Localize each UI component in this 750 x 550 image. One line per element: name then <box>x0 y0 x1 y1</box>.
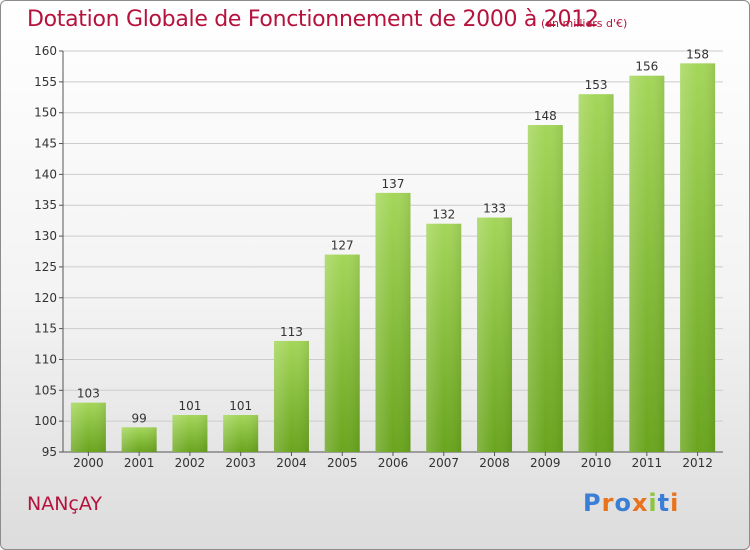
y-tick-label: 95 <box>42 445 57 459</box>
bar-shade <box>527 125 563 453</box>
bar-shade <box>375 192 411 452</box>
logo-letter: t <box>657 489 671 517</box>
bar-shade <box>273 340 309 452</box>
bar-shade <box>223 414 259 452</box>
x-tick-label: 2004 <box>276 456 307 470</box>
y-tick-label: 150 <box>34 106 57 120</box>
bar-shade <box>680 63 716 452</box>
y-tick-label: 130 <box>34 229 57 243</box>
x-tick-label: 2006 <box>378 456 409 470</box>
x-tick-label: 2009 <box>530 456 561 470</box>
data-label: 156 <box>635 60 658 74</box>
logo-letter: o <box>614 489 632 517</box>
y-tick-label: 135 <box>34 198 57 212</box>
logo-letter: P <box>583 489 602 517</box>
chart-subtitle: (en milliers d'€) <box>541 17 628 30</box>
bar-shade <box>477 217 513 452</box>
x-tick-label: 2005 <box>327 456 358 470</box>
data-label: 158 <box>686 47 709 61</box>
y-tick-label: 125 <box>34 260 57 274</box>
x-tick-label: 2010 <box>581 456 612 470</box>
y-tick-label: 115 <box>34 322 57 336</box>
bar-shade <box>172 414 208 452</box>
data-label: 103 <box>77 387 100 401</box>
bar-shade <box>324 254 360 452</box>
proxiti-logo[interactable]: Proxiti <box>583 489 679 517</box>
data-label: 113 <box>280 325 303 339</box>
bar-shade <box>121 427 157 452</box>
y-tick-label: 155 <box>34 75 57 89</box>
x-tick-label: 2003 <box>225 456 256 470</box>
y-tick-label: 145 <box>34 137 57 151</box>
logo-letter: i <box>648 489 658 517</box>
bar-shade <box>426 223 462 452</box>
bar-shade <box>578 94 614 452</box>
x-tick-label: 2001 <box>124 456 155 470</box>
x-tick-label: 2011 <box>632 456 663 470</box>
x-tick-label: 2000 <box>73 456 104 470</box>
bars <box>70 63 716 453</box>
y-tick-label: 160 <box>34 44 57 58</box>
logo-letter: x <box>631 489 649 517</box>
y-tick-label: 100 <box>34 414 57 428</box>
y-tick-label: 110 <box>34 352 57 366</box>
x-tick-label: 2012 <box>682 456 713 470</box>
data-label: 148 <box>534 109 557 123</box>
data-label: 137 <box>382 177 405 191</box>
logo-letter: r <box>601 489 615 517</box>
y-tick-label: 105 <box>34 383 57 397</box>
x-tick-label: 2002 <box>175 456 206 470</box>
data-label: 101 <box>229 399 252 413</box>
labels: 103 2000 99 2001 101 2002 101 2003 113 2004 127 200… <box>73 47 713 470</box>
data-label: 101 <box>178 399 201 413</box>
data-label: 99 <box>132 411 147 425</box>
data-label: 132 <box>432 208 455 222</box>
y-tick-label: 140 <box>34 167 57 181</box>
x-tick-label: 2007 <box>428 456 459 470</box>
x-tick-label: 2008 <box>479 456 510 470</box>
chart-title: Dotation Globale de Fonctionnement de 20… <box>27 7 599 32</box>
bar-shade <box>629 75 665 452</box>
data-label: 127 <box>331 239 354 253</box>
town-name: NANçAY <box>27 493 102 515</box>
y-tick-label: 120 <box>34 291 57 305</box>
logo-letter: i <box>670 489 680 517</box>
data-label: 133 <box>483 202 506 216</box>
data-label: 153 <box>585 78 608 92</box>
bar-shade <box>70 402 106 452</box>
